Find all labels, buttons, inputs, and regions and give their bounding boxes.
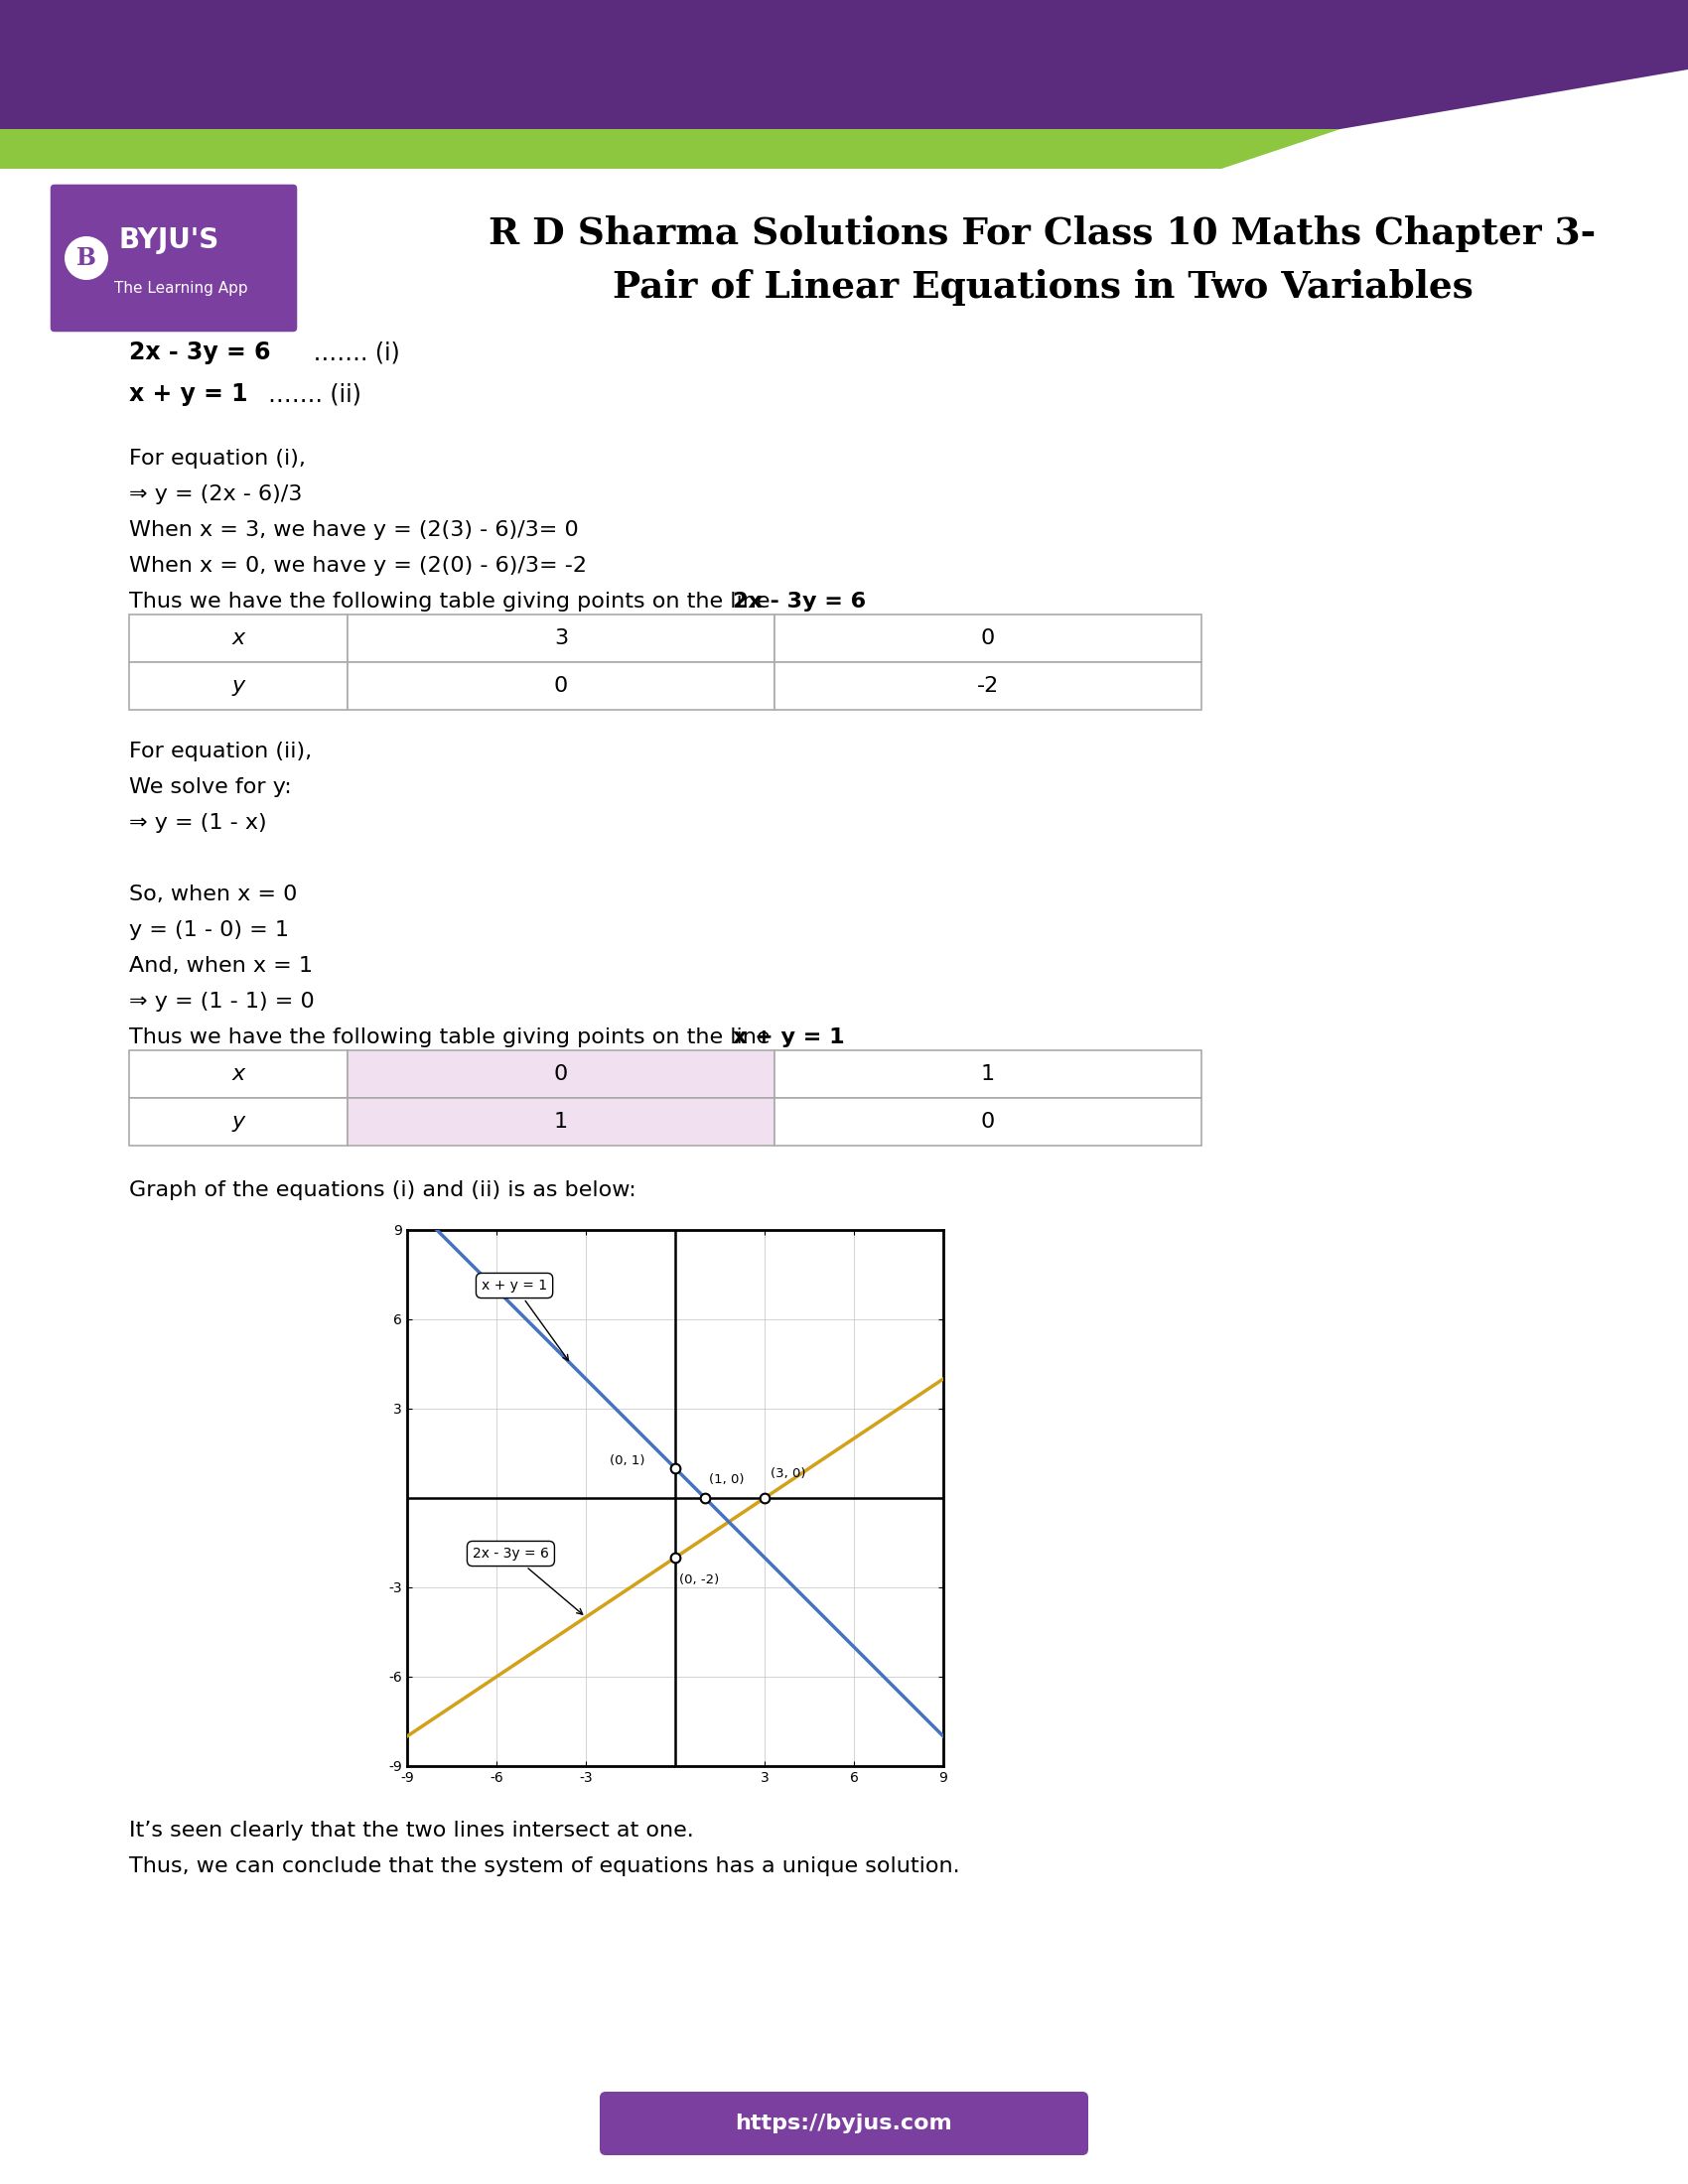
Text: 2x - 3y = 6: 2x - 3y = 6: [473, 1546, 582, 1614]
Text: Thus we have the following table giving points on the line: Thus we have the following table giving …: [128, 1026, 776, 1048]
Text: (3, 0): (3, 0): [770, 1468, 805, 1481]
Text: BYJU'S: BYJU'S: [120, 227, 219, 253]
Bar: [775, 1051, 1202, 1099]
Text: 1: 1: [554, 1112, 569, 1131]
Text: When x = 0, we have y = (2(0) - 6)/3= -2: When x = 0, we have y = (2(0) - 6)/3= -2: [128, 557, 587, 577]
Text: x + y = 1: x + y = 1: [733, 1026, 844, 1048]
Text: For equation (ii),: For equation (ii),: [128, 743, 312, 762]
Bar: [775, 1099, 1202, 1147]
Text: y: y: [231, 677, 245, 697]
Text: ……. (i): ……. (i): [306, 341, 400, 365]
FancyBboxPatch shape: [599, 2092, 1089, 2156]
Text: 0: 0: [554, 1064, 569, 1083]
Text: (0, 1): (0, 1): [609, 1455, 645, 1468]
Circle shape: [64, 236, 108, 280]
Text: 1: 1: [981, 1064, 994, 1083]
Bar: [128, 662, 348, 710]
Text: For equation (i),: For equation (i),: [128, 448, 306, 470]
Text: ⇒ y = (2x - 6)/3: ⇒ y = (2x - 6)/3: [128, 485, 302, 505]
Bar: [348, 1099, 775, 1147]
Text: 2x - 3y = 6: 2x - 3y = 6: [733, 592, 866, 612]
Text: And, when x = 1: And, when x = 1: [128, 957, 312, 976]
Text: When x = 3, we have y = (2(3) - 6)/3= 0: When x = 3, we have y = (2(3) - 6)/3= 0: [128, 520, 579, 539]
Text: 0: 0: [981, 1112, 994, 1131]
Text: ⇒ y = (1 - x): ⇒ y = (1 - x): [128, 812, 267, 832]
Text: Thus we have the following table giving points on the line: Thus we have the following table giving …: [128, 592, 776, 612]
Text: The Learning App: The Learning App: [115, 282, 248, 297]
Text: (1, 0): (1, 0): [709, 1474, 744, 1485]
Text: Graph of the equations (i) and (ii) is as below:: Graph of the equations (i) and (ii) is a…: [128, 1179, 636, 1201]
Text: 0: 0: [981, 629, 994, 649]
Bar: [128, 1051, 348, 1099]
Text: Pair of Linear Equations in Two Variables: Pair of Linear Equations in Two Variable…: [613, 269, 1474, 306]
Polygon shape: [0, 129, 1340, 168]
Text: 0: 0: [554, 677, 569, 697]
Text: B: B: [76, 247, 96, 271]
Bar: [348, 614, 775, 662]
Bar: [348, 662, 775, 710]
Text: x: x: [231, 629, 245, 649]
Text: -2: -2: [977, 677, 999, 697]
Polygon shape: [0, 0, 1688, 129]
Text: Thus, we can conclude that the system of equations has a unique solution.: Thus, we can conclude that the system of…: [128, 1856, 960, 1876]
Text: So, when x = 0: So, when x = 0: [128, 885, 297, 904]
Bar: [348, 1051, 775, 1099]
Bar: [775, 662, 1202, 710]
Text: ⇒ y = (1 - 1) = 0: ⇒ y = (1 - 1) = 0: [128, 992, 314, 1011]
Text: y: y: [231, 1112, 245, 1131]
Text: 2x - 3y = 6: 2x - 3y = 6: [128, 341, 270, 365]
Text: 3: 3: [554, 629, 569, 649]
FancyBboxPatch shape: [49, 183, 299, 334]
Text: x: x: [231, 1064, 245, 1083]
Text: y = (1 - 0) = 1: y = (1 - 0) = 1: [128, 919, 289, 939]
Text: It’s seen clearly that the two lines intersect at one.: It’s seen clearly that the two lines int…: [128, 1821, 694, 1841]
Bar: [775, 614, 1202, 662]
Text: (0, -2): (0, -2): [680, 1572, 719, 1586]
Text: x + y = 1: x + y = 1: [481, 1278, 569, 1361]
Text: R D Sharma Solutions For Class 10 Maths Chapter 3-: R D Sharma Solutions For Class 10 Maths …: [490, 214, 1597, 251]
Text: https://byjus.com: https://byjus.com: [736, 2114, 952, 2134]
Text: x + y = 1: x + y = 1: [128, 382, 248, 406]
Bar: [128, 1099, 348, 1147]
Bar: [128, 614, 348, 662]
Text: ……. (ii): ……. (ii): [268, 382, 361, 406]
Text: We solve for y:: We solve for y:: [128, 778, 292, 797]
